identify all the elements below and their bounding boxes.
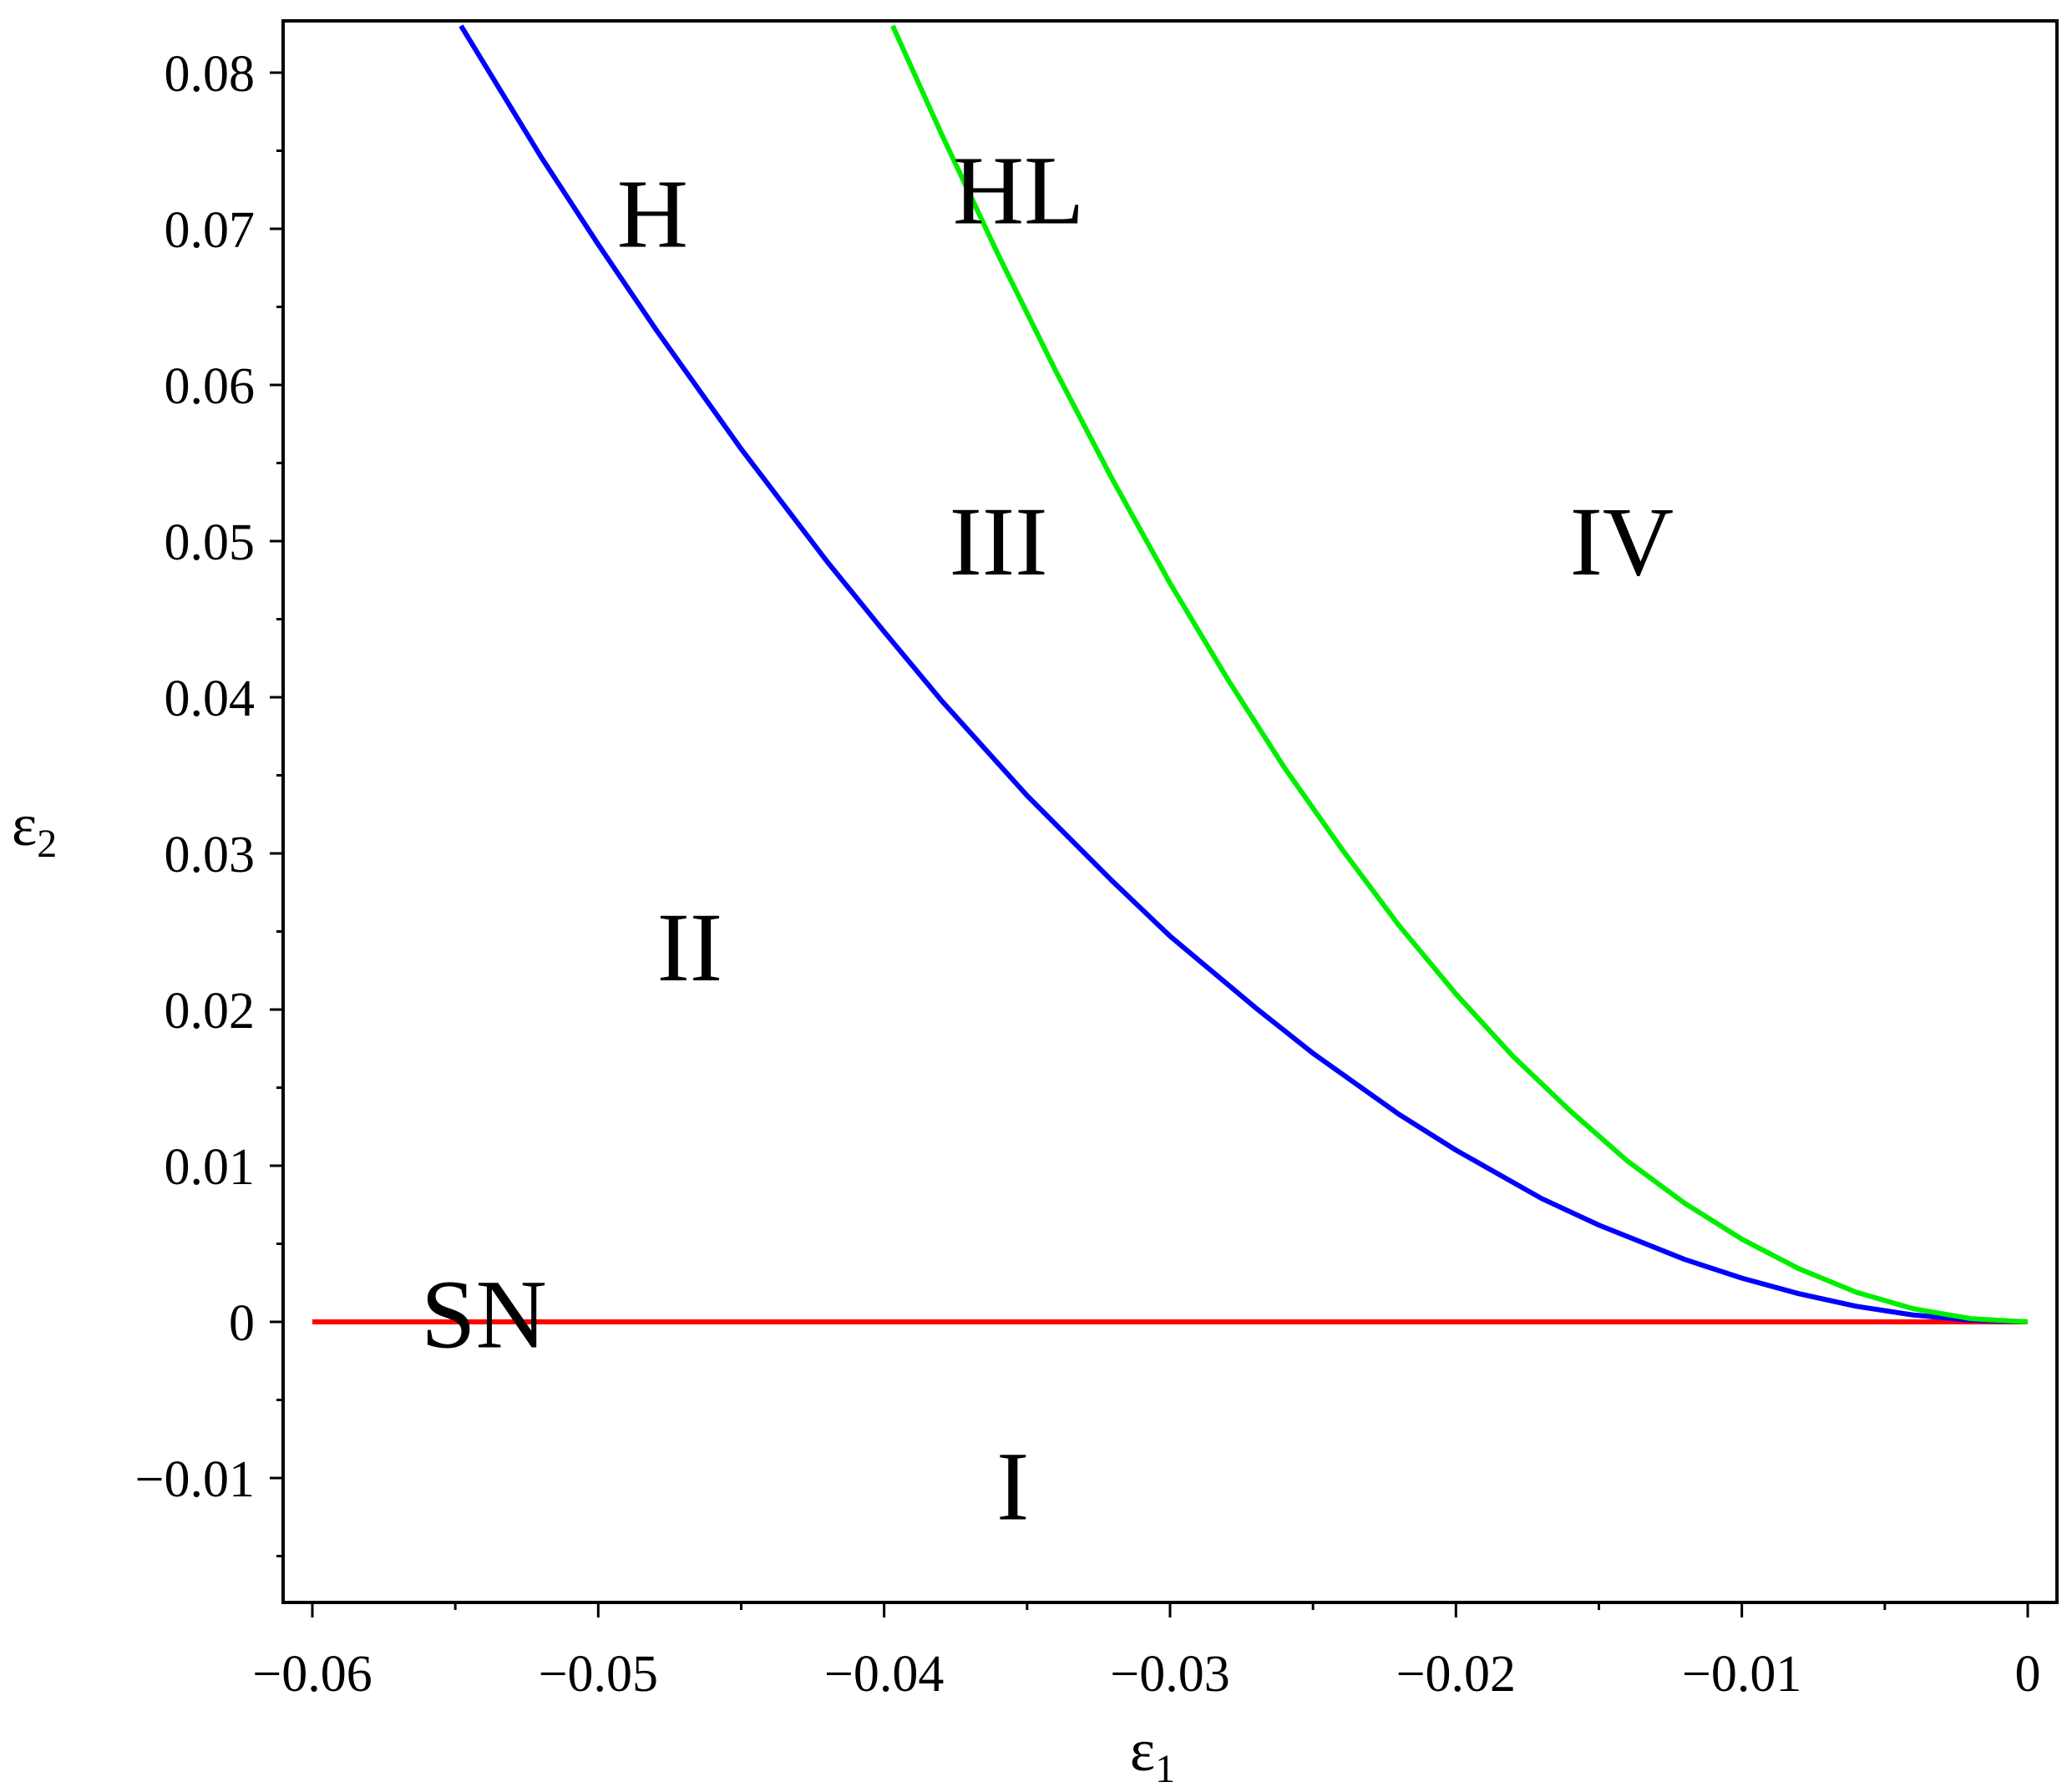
x-tick-label: −0.06 — [252, 1646, 372, 1703]
region-label: I — [996, 1431, 1029, 1541]
x-tick-label: −0.04 — [824, 1646, 944, 1703]
y-axis-title-main: ε — [12, 792, 37, 858]
region-label: SN — [421, 1260, 547, 1369]
hopf-curve — [458, 24, 2029, 1324]
y-tick-label: −0.01 — [135, 1451, 255, 1508]
x-axis-title-main: ε — [1130, 1717, 1155, 1784]
region-labels: H HL III IV II SN I — [421, 135, 1674, 1541]
x-axis-title: ε1 — [1130, 1717, 1175, 1791]
curves — [312, 24, 2029, 1324]
region-label: HL — [953, 135, 1084, 245]
y-tick-label: 0.01 — [165, 1139, 256, 1196]
x-tick-label: 0 — [2015, 1646, 2041, 1703]
y-tick-label: 0.08 — [165, 46, 256, 103]
x-tick-label: −0.05 — [539, 1646, 658, 1703]
y-axis-title: ε2 — [12, 792, 57, 866]
y-tick-label: 0.02 — [165, 983, 256, 1040]
y-tick-label: 0.03 — [165, 827, 256, 883]
y-tick-label: 0 — [229, 1295, 255, 1352]
x-tick-label: −0.02 — [1396, 1646, 1516, 1703]
y-tick-label: 0.05 — [165, 514, 256, 571]
x-tick-label: −0.01 — [1682, 1646, 1801, 1703]
y-tick-label: 0.04 — [165, 671, 256, 727]
axis-ticks — [270, 71, 2029, 1617]
region-label: IV — [1570, 487, 1674, 596]
y-tick-label: 0.07 — [165, 202, 256, 259]
region-label: H — [617, 159, 688, 268]
homoclinic-curve — [890, 24, 2029, 1324]
region-label: II — [657, 893, 723, 1002]
y-axis-title-subscript: 2 — [37, 822, 57, 866]
y-tick-label: 0.06 — [165, 358, 256, 415]
x-tick-label: −0.03 — [1110, 1646, 1229, 1703]
plot-frame — [281, 19, 2059, 1604]
tick-labels: −0.06 −0.05 −0.04 −0.03 −0.02 −0.01 0 −0.01 0 0.0… — [135, 46, 2041, 1703]
region-label: III — [950, 487, 1048, 596]
x-axis-title-subscript: 1 — [1155, 1747, 1175, 1791]
